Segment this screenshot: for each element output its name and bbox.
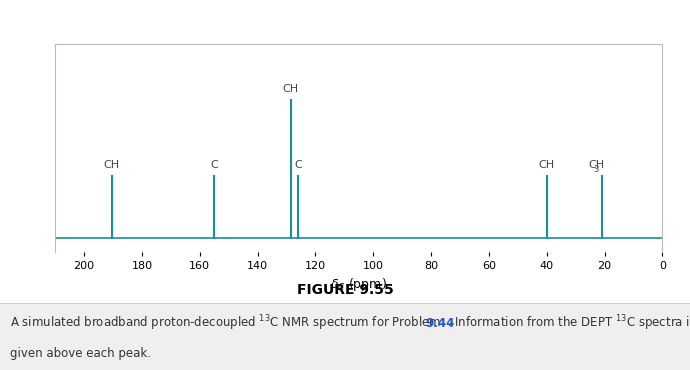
Text: 9.44: 9.44 [425,317,455,330]
X-axis label: $\delta_C$ (ppm): $\delta_C$ (ppm) [331,276,387,293]
Text: given above each peak.: given above each peak. [10,347,151,360]
Text: CH: CH [539,160,555,170]
Text: CH: CH [283,84,299,94]
Text: C: C [210,160,218,170]
Text: . Information from the DEPT $^{13}$C spectra is: . Information from the DEPT $^{13}$C spe… [447,314,690,333]
Text: 3: 3 [593,165,598,174]
Text: CH: CH [589,160,604,170]
Text: C: C [294,160,302,170]
Text: CH: CH [104,160,119,170]
Text: FIGURE 9.55: FIGURE 9.55 [297,283,393,297]
Text: A simulated broadband proton-decoupled $^{13}$C NMR spectrum for Problem: A simulated broadband proton-decoupled $… [10,314,443,333]
